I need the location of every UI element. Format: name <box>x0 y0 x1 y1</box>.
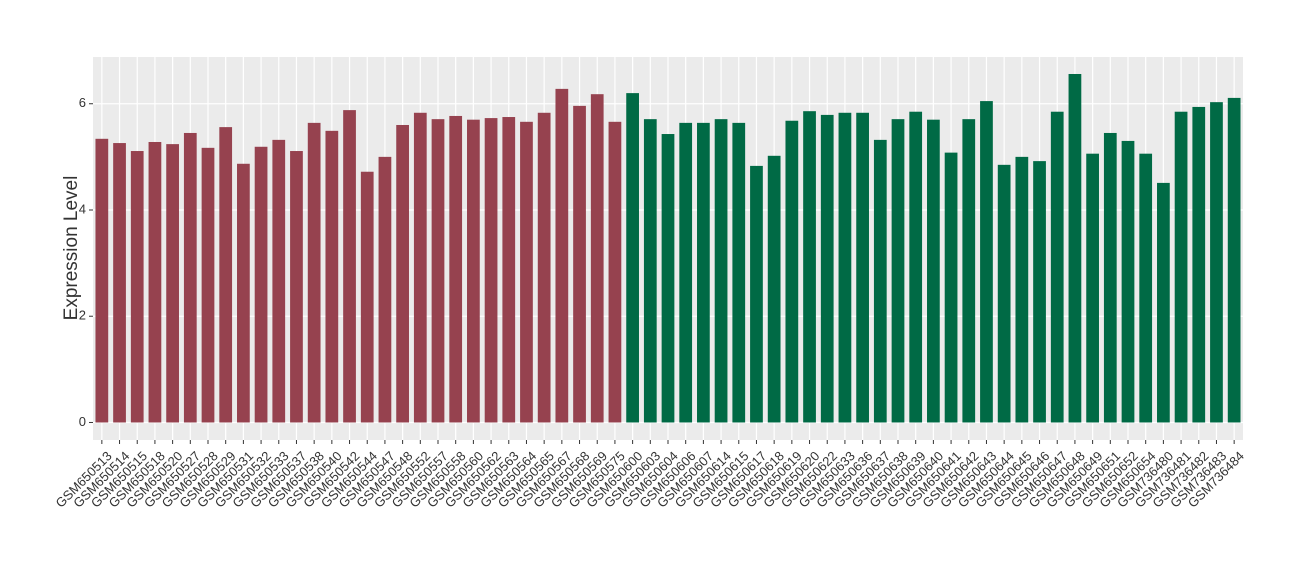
bar <box>237 163 250 423</box>
bar <box>714 119 728 423</box>
bar <box>272 139 286 423</box>
bar <box>1033 161 1046 423</box>
bar <box>1157 182 1170 423</box>
bar <box>927 119 940 423</box>
bar <box>113 143 126 423</box>
bar <box>520 121 533 423</box>
bar <box>95 138 109 423</box>
bar <box>431 119 445 423</box>
bar <box>1121 140 1135 423</box>
bar <box>467 119 480 423</box>
bar <box>183 132 197 423</box>
bar <box>1174 111 1188 423</box>
bar <box>1139 153 1153 423</box>
y-tick-label: 4 <box>79 201 86 216</box>
bar <box>997 164 1011 423</box>
bar <box>643 119 657 423</box>
bar <box>378 156 392 423</box>
bar <box>290 151 303 423</box>
bar <box>785 120 799 423</box>
bar <box>697 122 710 423</box>
bar <box>608 121 622 423</box>
bar <box>873 139 887 423</box>
bar <box>962 119 976 423</box>
bar <box>343 110 356 423</box>
bar <box>166 144 179 423</box>
bar <box>944 152 958 423</box>
bar <box>626 93 639 423</box>
bar <box>732 122 746 423</box>
bar <box>1192 106 1206 423</box>
bar <box>449 115 463 423</box>
bar <box>679 122 693 423</box>
bar <box>130 151 144 423</box>
bar <box>767 155 781 423</box>
bar <box>590 94 604 423</box>
bar <box>555 88 569 423</box>
bar <box>803 111 816 423</box>
bar <box>201 147 215 423</box>
bar <box>1068 73 1082 423</box>
bar <box>750 165 763 423</box>
y-tick-label: 2 <box>79 308 86 323</box>
bar <box>307 122 321 423</box>
bar <box>537 112 551 423</box>
bar <box>856 112 869 423</box>
bar <box>1210 102 1223 423</box>
bar <box>1086 153 1099 423</box>
bar <box>254 146 268 423</box>
bar <box>1050 111 1064 423</box>
bar <box>909 111 923 423</box>
bar <box>1227 97 1241 423</box>
bar <box>1015 156 1029 423</box>
bar <box>413 112 427 423</box>
y-tick-label: 0 <box>79 414 86 429</box>
bar <box>838 112 852 423</box>
bar <box>360 171 374 423</box>
bar <box>219 127 233 423</box>
bar <box>891 119 905 423</box>
y-tick-label: 6 <box>79 95 86 110</box>
bar <box>502 117 516 423</box>
bar <box>1103 132 1117 423</box>
y-axis-label: Expression Level <box>61 176 82 321</box>
bar <box>484 118 498 423</box>
bar <box>396 124 409 423</box>
bar <box>820 114 834 423</box>
bar <box>325 130 339 423</box>
bar <box>661 134 675 423</box>
bar <box>148 141 162 423</box>
bar <box>573 105 586 423</box>
bar <box>980 101 993 423</box>
